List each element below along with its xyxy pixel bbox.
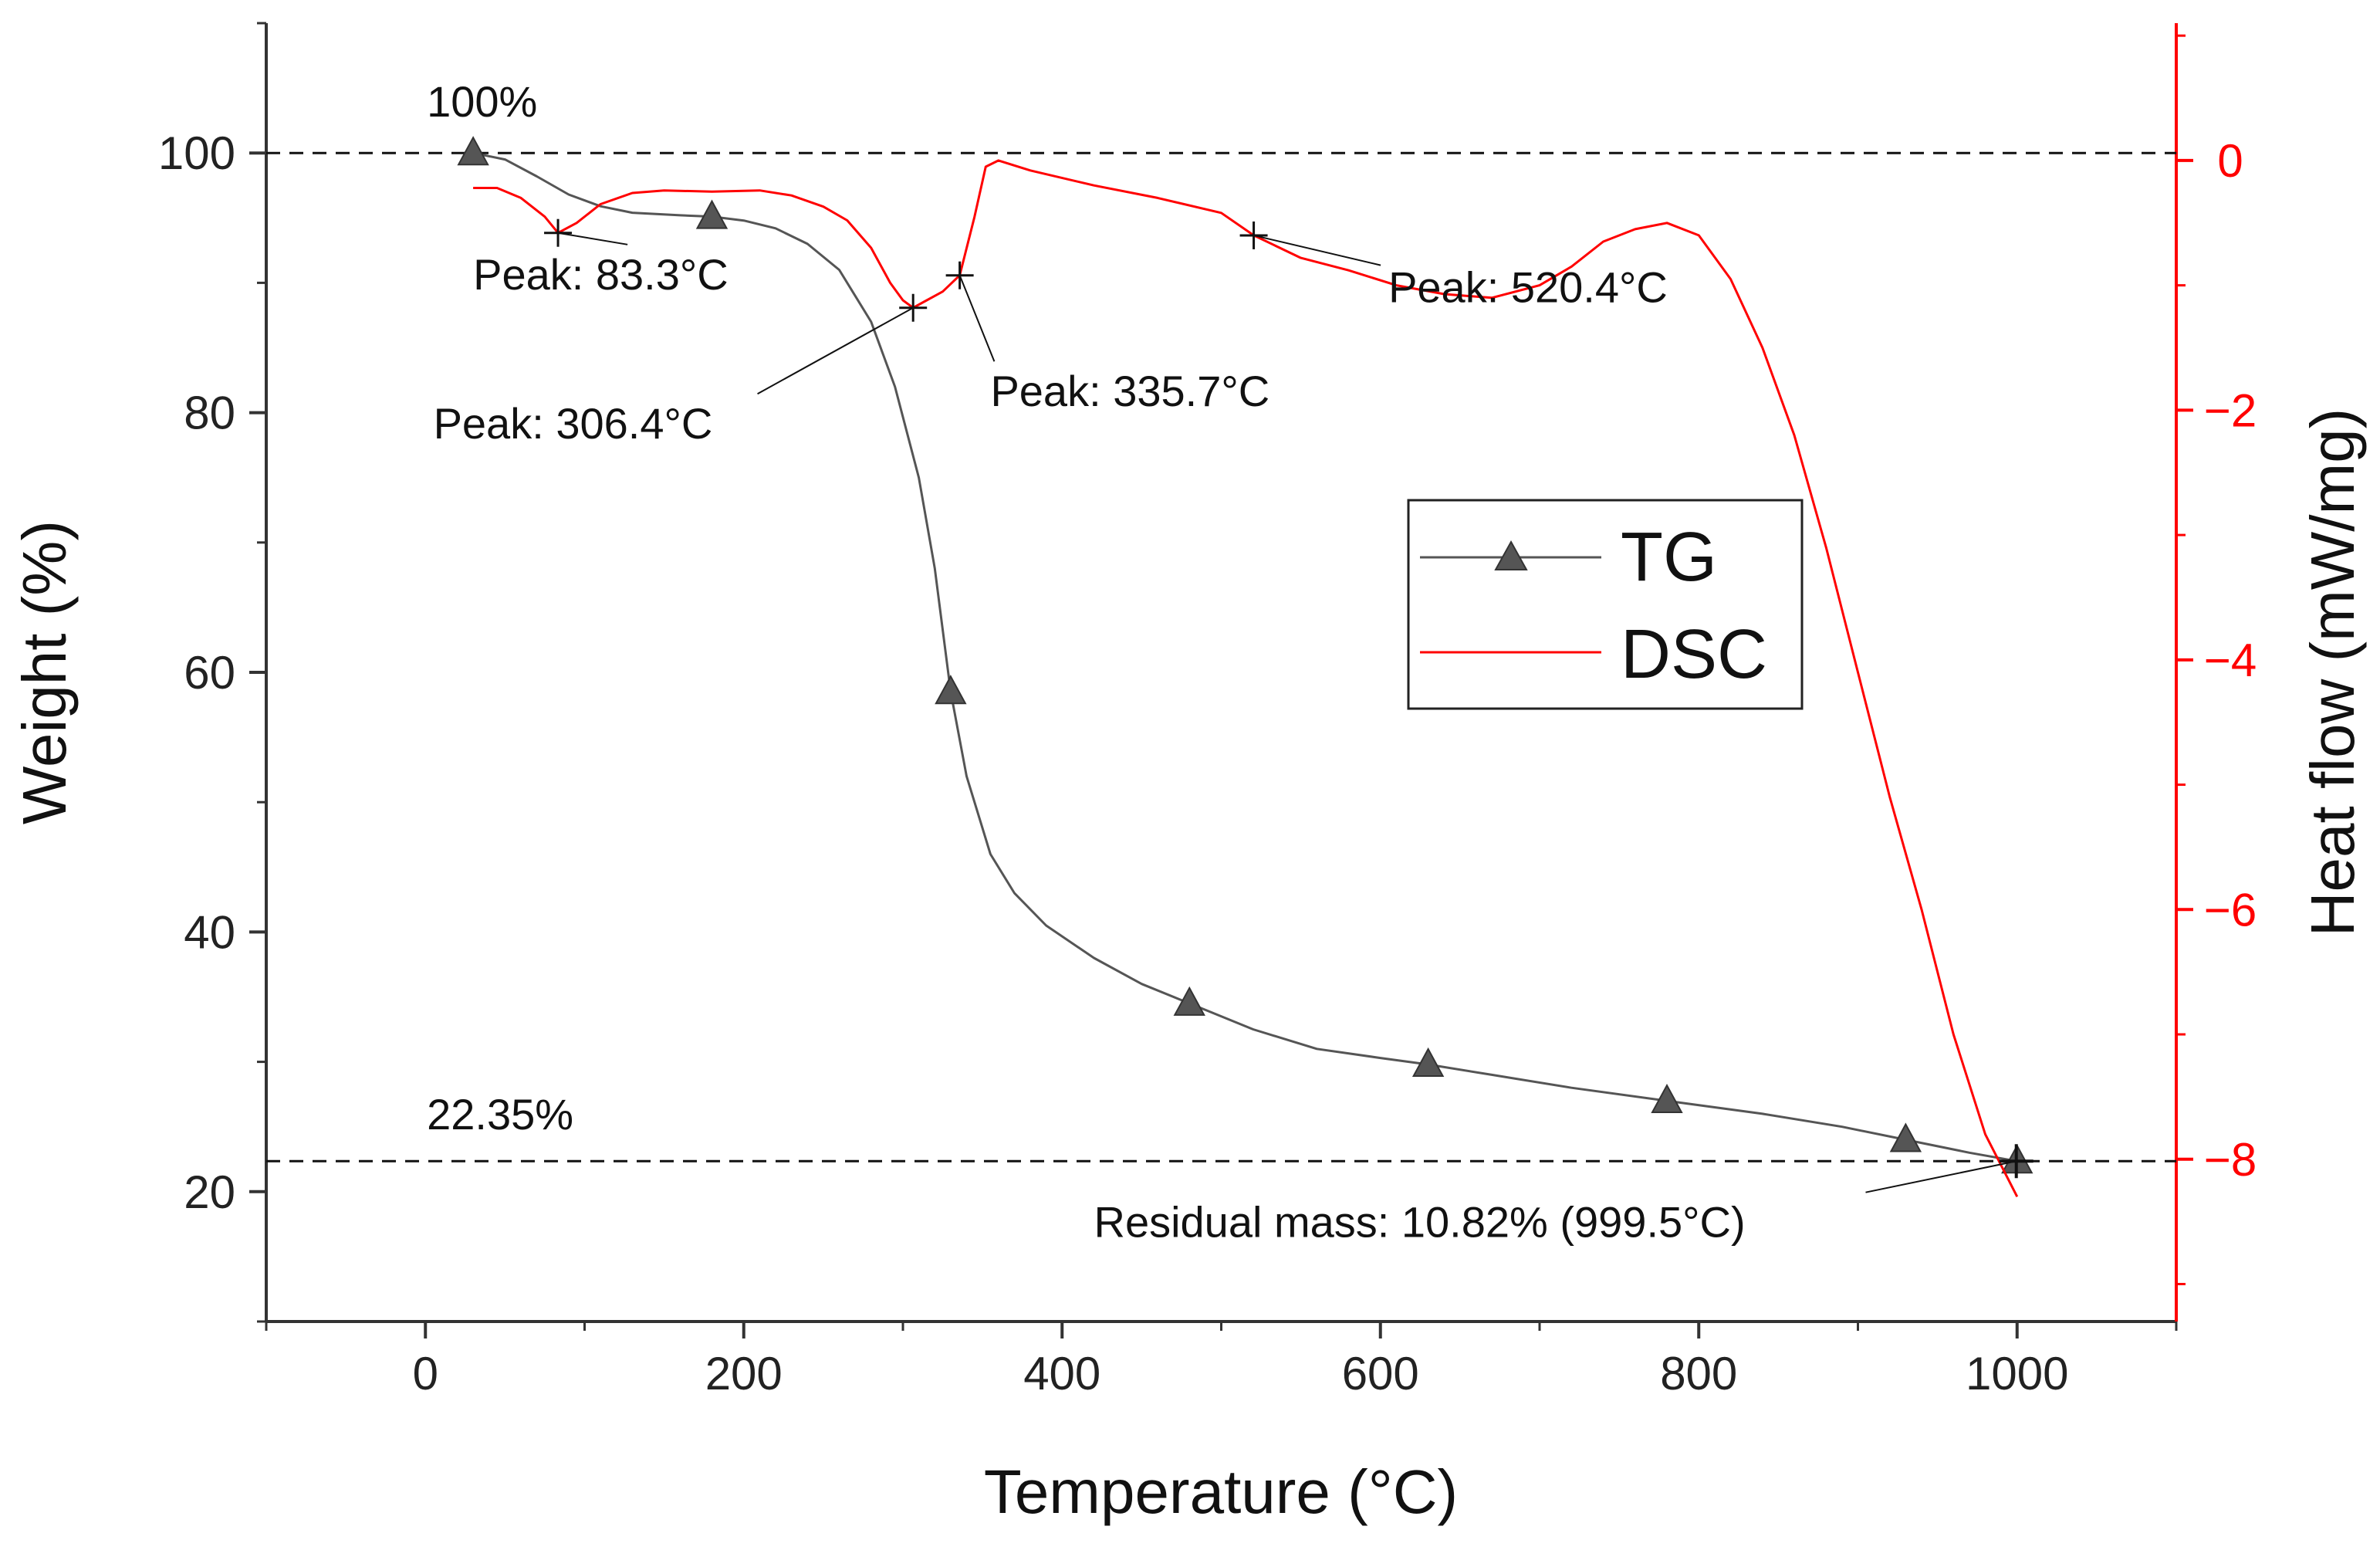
tg-series-line [472,151,2018,1162]
reference-line-label: 100% [427,77,537,126]
tg-triangle-marker [1411,1047,1445,1077]
tg-triangle-marker [457,136,489,166]
right-y-tick-label: −8 [2204,1134,2257,1186]
tg-triangle-marker [1173,986,1205,1016]
annotation-leader-line [557,232,628,245]
annotation-label: Peak: 335.7°C [990,367,1269,415]
left-y-tick-label: 100 [158,127,235,179]
right-y-tick-label: −4 [2204,635,2257,686]
x-tick-label: 0 [413,1348,438,1399]
annotation-label: Peak: 306.4°C [434,399,713,448]
tg-triangle-marker [695,199,729,229]
x-tick-label: 1000 [1966,1348,2068,1399]
dsc-series-line [473,159,2019,1197]
annotation-leader-line [1865,1160,2017,1193]
legend-dsc-label: DSC [1621,616,1767,693]
tg-triangle-marker [1651,1083,1683,1114]
legend-tg-marker [1494,540,1528,570]
tg-triangle-marker [935,675,967,705]
x-tick-label: 600 [1342,1348,1419,1399]
annotation-label: Residual mass: 10.82% (999.5°C) [1094,1198,1746,1247]
x-tick-label: 400 [1023,1348,1100,1399]
left-y-tick-label: 60 [184,647,235,699]
x-axis-title: Temperature (°C) [984,1457,1458,1526]
left-y-axis-title: Weight (%) [10,520,79,824]
peak-annotations: Peak: 83.3°C Peak: 306.4°C Peak: 335.7°C Pe… [434,232,2017,1247]
x-tick-label: 200 [705,1348,783,1399]
right-y-tick-label: 0 [2217,135,2243,187]
annotation-leader-line [757,306,914,395]
reference-line-label: 22.35% [427,1090,573,1139]
reference-lines: 100% 22.35% [266,77,2176,1162]
right-y-tick-label: −6 [2204,884,2257,936]
right-y-axis-title: Heat flow (mW/mg) [2298,408,2367,937]
legend: TG DSC [1407,499,1804,710]
annotation-label: Peak: 83.3°C [473,250,729,299]
left-y-tick-label: 80 [184,388,235,439]
annotation-leader-line [958,275,996,362]
legend-tg-label: TG [1621,519,1717,596]
left-y-tick-label: 40 [184,906,235,958]
x-tick-label: 800 [1660,1348,1737,1399]
left-y-tick-label: 20 [184,1166,235,1218]
annotation-label: Peak: 520.4°C [1388,263,1668,312]
right-y-tick-label: −2 [2204,384,2257,436]
annotation-leader-line [1253,234,1381,266]
legend-box [1407,499,1804,710]
tg-triangle-marker [1889,1122,1922,1152]
